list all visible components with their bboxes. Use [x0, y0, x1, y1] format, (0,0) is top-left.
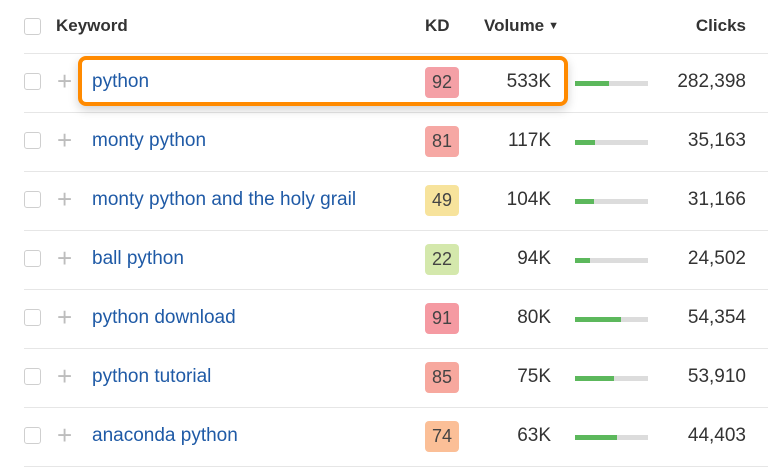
volume-value: 63K	[517, 425, 551, 446]
table-row: + monty python 81 117K 35,163	[24, 113, 768, 172]
table-row: + anaconda python 74 63K 44,403	[24, 408, 768, 467]
clicks-value: 24,502	[687, 248, 746, 269]
keyword-link[interactable]: python tutorial	[92, 366, 212, 387]
row-checkbox[interactable]	[24, 191, 41, 208]
table-row: + monty python and the holy grail 49 104…	[24, 172, 768, 231]
clicks-value: 282,398	[677, 71, 746, 92]
clicks-bar-fill	[575, 376, 615, 381]
add-keyword-icon[interactable]: +	[57, 243, 73, 273]
clicks-column-header[interactable]: Clicks	[695, 16, 746, 35]
clicks-value: 31,166	[687, 189, 746, 210]
sort-descending-icon: ▼	[548, 20, 560, 32]
clicks-value: 44,403	[687, 425, 746, 446]
clicks-value: 53,910	[687, 366, 746, 387]
kd-badge: 85	[425, 362, 459, 393]
volume-header-label: Volume	[484, 16, 545, 35]
add-keyword-icon[interactable]: +	[57, 302, 73, 332]
kd-badge: 49	[425, 185, 459, 216]
volume-value: 80K	[517, 307, 551, 328]
select-all-checkbox[interactable]	[24, 18, 41, 35]
table-row: + python tutorial 85 75K 53,910	[24, 349, 768, 408]
table-row: + python 92 533K 282,398	[24, 54, 768, 113]
row-checkbox[interactable]	[24, 368, 41, 385]
clicks-bar	[575, 376, 648, 381]
add-keyword-icon[interactable]: +	[57, 184, 73, 214]
clicks-bar-fill	[575, 317, 621, 322]
table-row: + python download 91 80K 54,354	[24, 290, 768, 349]
keyword-link[interactable]: ball python	[92, 248, 184, 269]
clicks-bar-fill	[575, 258, 590, 263]
clicks-bar	[575, 435, 648, 440]
row-checkbox[interactable]	[24, 309, 41, 326]
volume-value: 94K	[517, 248, 551, 269]
clicks-bar-fill	[575, 81, 610, 86]
add-keyword-icon[interactable]: +	[57, 361, 73, 391]
kd-badge: 92	[425, 67, 459, 98]
volume-value: 117K	[508, 130, 551, 151]
clicks-bar-fill	[575, 140, 595, 145]
kd-badge: 74	[425, 421, 459, 452]
kd-badge: 91	[425, 303, 459, 334]
volume-value: 104K	[506, 189, 551, 210]
clicks-bar	[575, 140, 648, 145]
volume-column-header[interactable]: Volume ▼	[484, 16, 559, 36]
add-keyword-icon[interactable]: +	[57, 420, 73, 450]
keyword-link[interactable]: python	[92, 71, 150, 92]
add-keyword-icon[interactable]: +	[57, 125, 73, 155]
row-checkbox[interactable]	[24, 132, 41, 149]
clicks-bar	[575, 317, 648, 322]
kd-badge: 22	[425, 244, 459, 275]
keyword-link[interactable]: python download	[92, 307, 236, 328]
row-checkbox[interactable]	[24, 250, 41, 267]
table-header: Keyword KD Volume ▼ Clicks	[24, 0, 768, 54]
keyword-link[interactable]: monty python	[92, 130, 207, 151]
add-keyword-icon[interactable]: +	[57, 66, 73, 96]
row-checkbox[interactable]	[24, 73, 41, 90]
keyword-link[interactable]: monty python and the holy grail	[92, 189, 357, 210]
clicks-bar	[575, 81, 648, 86]
keyword-column-header[interactable]: Keyword	[56, 16, 128, 35]
clicks-bar	[575, 258, 648, 263]
clicks-bar-fill	[575, 199, 594, 204]
table-row: + ball python 22 94K 24,502	[24, 231, 768, 290]
volume-value: 533K	[506, 71, 551, 92]
row-checkbox[interactable]	[24, 427, 41, 444]
clicks-value: 35,163	[687, 130, 746, 151]
volume-value: 75K	[517, 366, 551, 387]
keyword-link[interactable]: anaconda python	[92, 425, 238, 446]
kd-badge: 81	[425, 126, 459, 157]
kd-column-header[interactable]: KD	[425, 16, 450, 35]
clicks-bar	[575, 199, 648, 204]
clicks-bar-fill	[575, 435, 618, 440]
clicks-value: 54,354	[687, 307, 746, 328]
